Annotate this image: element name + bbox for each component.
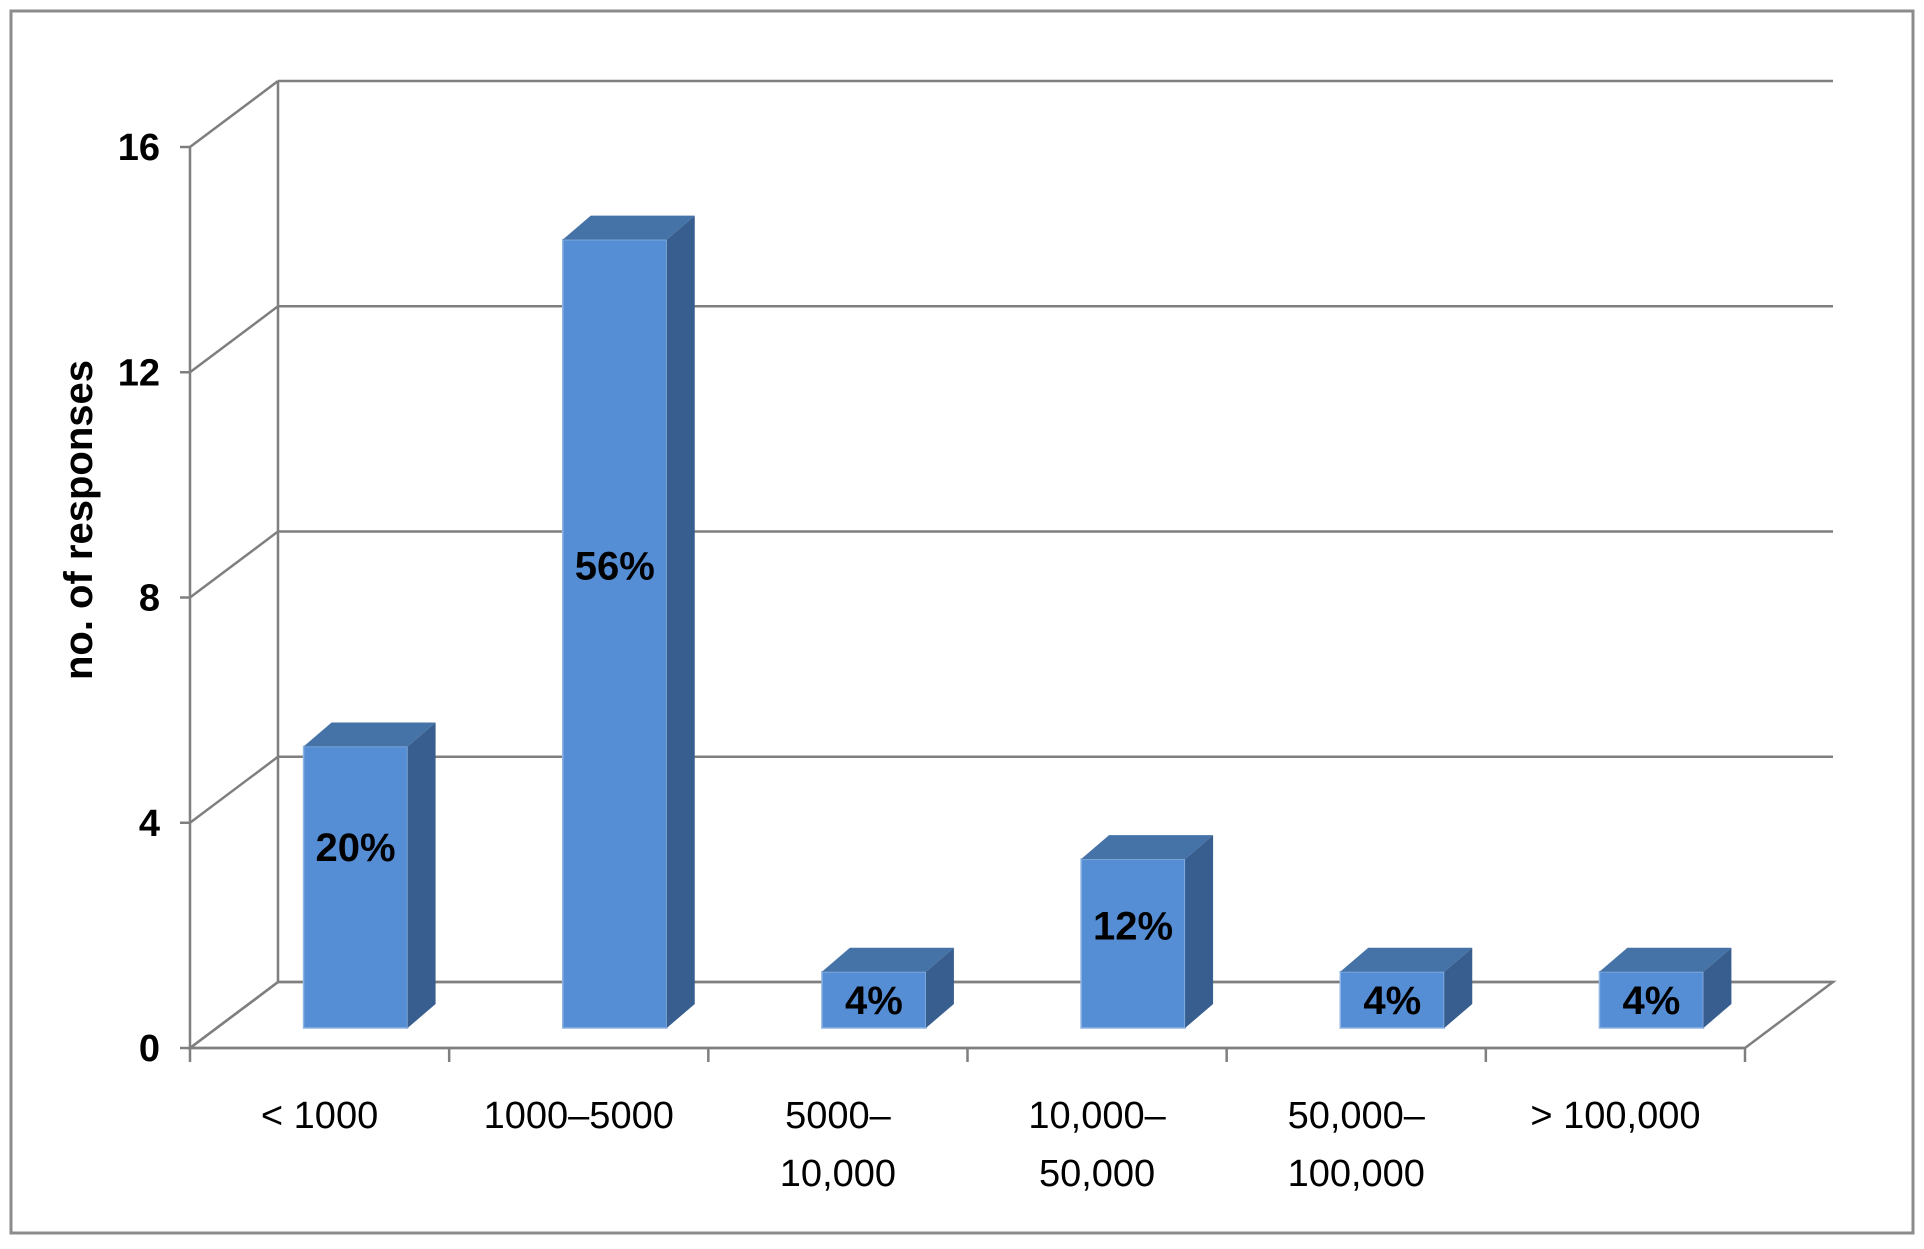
gridline-diagonal [189,80,279,148]
x-tick-label: 1000–5000 [484,1095,674,1137]
bar-side [407,722,436,1028]
x-tick-label: 5000– [785,1095,892,1137]
bar-top [562,215,695,240]
bar-side [925,947,954,1028]
data-label: 4% [1363,979,1421,1023]
bar [302,745,409,1029]
chart-border [9,9,1915,1235]
x-tick-label: < 1000 [261,1095,378,1137]
y-tick-label: 16 [118,127,160,169]
y-axis-title: no. of responses [57,360,101,680]
x-tick-label: 50,000 [1039,1153,1155,1195]
bar-side [666,215,695,1028]
x-tick-label: > 100,000 [1530,1095,1700,1137]
gridline-diagonal [189,981,279,1049]
bar-top [1081,835,1214,860]
gridlines [189,79,1833,1049]
bar [1598,970,1705,1029]
data-label: 56% [575,544,655,588]
bars [302,215,1732,1029]
y-tick-label: 4 [139,803,160,845]
bar-side [1703,947,1732,1028]
bar-side [1444,947,1473,1028]
x-tick-label: 100,000 [1288,1153,1425,1195]
bar [1080,858,1186,1029]
axes: 0 4 8 12 16 [118,127,1747,1070]
y-tick-label: 0 [139,1028,160,1070]
bar-top [1340,947,1473,972]
bar [1339,970,1445,1029]
data-label: 4% [845,979,903,1023]
labels: 20% < 1000 56% 1000–5000 4% 5000– 10,000 12% 10,… [261,544,1701,1195]
gridline-diagonal [189,755,279,824]
bar-top [1599,947,1732,972]
gridline-diagonal [189,530,279,599]
data-label: 4% [1623,979,1681,1023]
bar [562,238,668,1029]
x-tick-label: 10,000 [780,1153,896,1195]
bar-top [821,947,954,972]
x-tick-label: 50,000– [1288,1095,1426,1137]
data-label: 12% [1093,905,1173,949]
bar-top [303,722,436,747]
y-tick-label: 8 [139,578,160,620]
x-tick-label: 10,000– [1028,1095,1166,1137]
gridline-diagonal [189,305,279,374]
data-label: 20% [316,826,396,870]
y-tick-label: 12 [118,352,160,394]
bar-side [1185,835,1214,1028]
